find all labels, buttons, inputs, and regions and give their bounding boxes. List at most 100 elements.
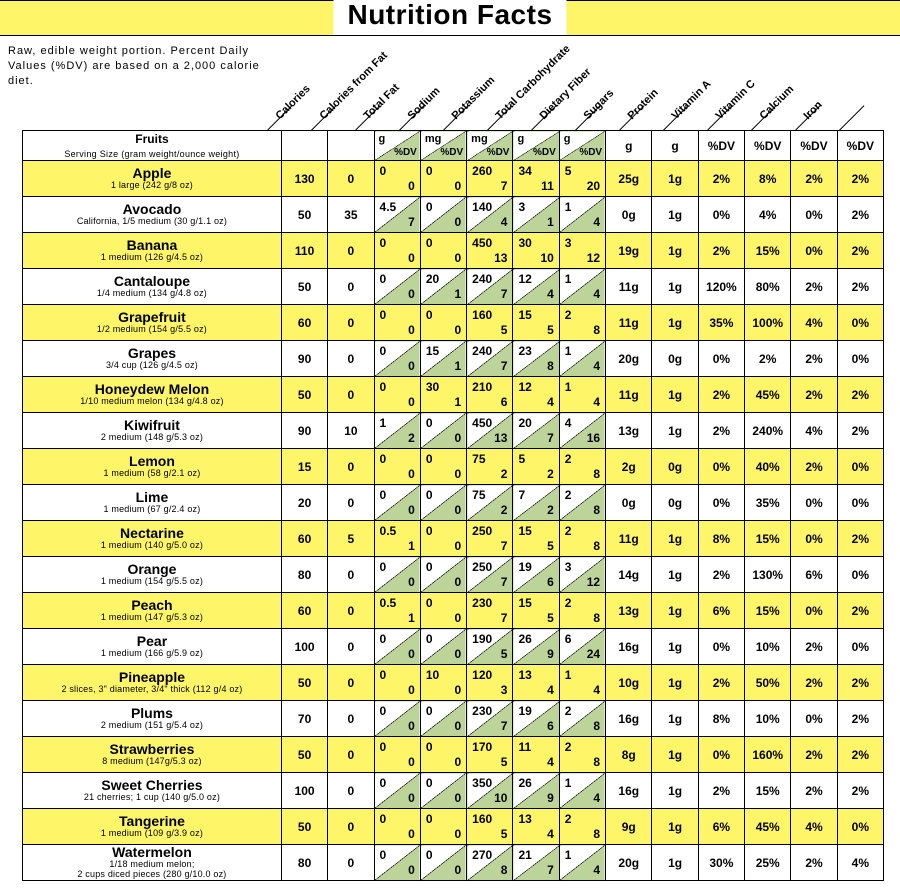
value-cell: 35% xyxy=(698,305,744,341)
table-row: Honeydew Melon1/10 medium melon (134 g/4… xyxy=(23,377,884,413)
dual-value-cell: 2507 xyxy=(467,557,513,593)
dv-percent: 8 xyxy=(593,719,600,733)
dual-value-cell: 752 xyxy=(467,485,513,521)
serving-size: 2 slices, 3" diameter, 3/4" thick (112 g… xyxy=(23,685,281,695)
amount-value: 1 xyxy=(565,776,572,790)
food-name: Apple xyxy=(23,166,281,181)
value-cell: 160% xyxy=(745,737,791,773)
dual-value-cell: 52 xyxy=(513,449,559,485)
dv-percent: 1 xyxy=(454,395,461,409)
dual-value-cell: 269 xyxy=(513,773,559,809)
dual-value-cell: 114 xyxy=(513,737,559,773)
dv-percent: 4 xyxy=(547,683,554,697)
amount-value: 0 xyxy=(380,812,387,826)
value-cell: 0g xyxy=(606,485,652,521)
col-header-tick xyxy=(839,105,864,130)
dv-percent: 0 xyxy=(454,215,461,229)
dual-value-cell: 2708 xyxy=(467,845,513,881)
dual-value-cell: 00 xyxy=(374,449,420,485)
food-name-cell: Strawberries8 medium (147g/5.3 oz) xyxy=(23,737,282,773)
food-name-cell: Watermelon1/18 medium melon;2 cups diced… xyxy=(23,845,282,881)
value-cell: 2% xyxy=(791,161,837,197)
value-cell: 2% xyxy=(837,233,883,269)
value-cell: 20g xyxy=(606,341,652,377)
food-name: Watermelon xyxy=(23,845,281,860)
col-header-total-fat: Total Fat xyxy=(362,82,402,122)
value-cell: 11g xyxy=(606,377,652,413)
dv-percent: 2 xyxy=(501,503,508,517)
value-cell: 0% xyxy=(791,485,837,521)
value-cell: 2% xyxy=(837,197,883,233)
serving-size: 1 medium (154 g/5.5 oz) xyxy=(23,577,281,587)
dual-value-cell: 14 xyxy=(559,773,605,809)
unit-top: g xyxy=(379,133,386,145)
dv-percent: 0 xyxy=(454,611,461,625)
food-name-cell: Plums2 medium (151 g/5.4 oz) xyxy=(23,701,282,737)
amount-value: 7 xyxy=(518,488,525,502)
dual-value-cell: 00 xyxy=(374,773,420,809)
dv-percent: 1 xyxy=(454,287,461,301)
value-cell: 2% xyxy=(698,413,744,449)
food-name: Pear xyxy=(23,634,281,649)
amount-value: 19 xyxy=(518,704,531,718)
amount-value: 140 xyxy=(472,200,492,214)
value-cell: 110 xyxy=(281,233,327,269)
dv-percent: 7 xyxy=(547,431,554,445)
value-cell: 2% xyxy=(791,377,837,413)
value-cell: 90 xyxy=(281,413,327,449)
amount-value: 0 xyxy=(380,272,387,286)
value-cell: 0 xyxy=(328,233,374,269)
value-cell: 50 xyxy=(281,665,327,701)
value-cell: 0 xyxy=(328,629,374,665)
food-name: Orange xyxy=(23,562,281,577)
dv-percent: 0 xyxy=(454,647,461,661)
value-cell: 20 xyxy=(281,485,327,521)
dual-value-cell: 312 xyxy=(559,557,605,593)
amount-value: 5 xyxy=(518,452,525,466)
food-name: Honeydew Melon xyxy=(23,382,281,397)
serving-size: 1/10 medium melon (134 g/4.8 oz) xyxy=(23,397,281,407)
dual-value-cell: 201 xyxy=(420,269,466,305)
amount-value: 0 xyxy=(426,596,433,610)
value-cell: 4% xyxy=(791,305,837,341)
dual-value-cell: 00 xyxy=(420,449,466,485)
food-name-cell: Peach1 medium (147 g/5.3 oz) xyxy=(23,593,282,629)
value-cell: 4% xyxy=(837,845,883,881)
value-cell: 80 xyxy=(281,557,327,593)
value-cell: 240% xyxy=(745,413,791,449)
dual-value-cell: 12 xyxy=(374,413,420,449)
amount-value: 2 xyxy=(565,704,572,718)
unit-bottom: %DV xyxy=(394,147,417,158)
dual-value-cell: 1203 xyxy=(467,665,513,701)
dv-percent: 7 xyxy=(408,215,415,229)
amount-value: 1 xyxy=(565,200,572,214)
food-name-cell: Lemon1 medium (58 g/2.1 oz) xyxy=(23,449,282,485)
dv-percent: 2 xyxy=(547,503,554,517)
dv-percent: 5 xyxy=(501,755,508,769)
unit-bottom: %DV xyxy=(487,147,510,158)
dual-value-cell: 00 xyxy=(374,305,420,341)
serving-size: 1/2 medium (154 g/5.5 oz) xyxy=(23,325,281,335)
title-banner: Nutrition Facts xyxy=(0,0,900,36)
amount-value: 12 xyxy=(518,272,531,286)
dual-value-cell: 238 xyxy=(513,341,559,377)
amount-value: 15 xyxy=(426,344,439,358)
dual-value-cell: 00 xyxy=(374,737,420,773)
dv-percent: 20 xyxy=(587,179,600,193)
dv-percent: 5 xyxy=(501,827,508,841)
col-header-potassium: Potassium xyxy=(450,74,498,122)
col-header-calcium: Calcium xyxy=(758,83,797,122)
dual-value-cell: 269 xyxy=(513,629,559,665)
caption-text: Raw, edible weight portion. Percent Dail… xyxy=(8,44,278,89)
dv-percent: 11 xyxy=(541,179,554,193)
amount-value: 0 xyxy=(426,524,433,538)
dv-percent: 0 xyxy=(408,719,415,733)
dv-percent: 0 xyxy=(454,179,461,193)
dual-value-cell: 00 xyxy=(420,629,466,665)
amount-value: 1 xyxy=(565,380,572,394)
table-row: AvocadoCalifornia, 1/5 medium (30 g/1.1 … xyxy=(23,197,884,233)
value-cell: 0g xyxy=(606,197,652,233)
value-cell: 1g xyxy=(652,305,698,341)
amount-value: 5 xyxy=(565,164,572,178)
value-cell: 1g xyxy=(652,521,698,557)
